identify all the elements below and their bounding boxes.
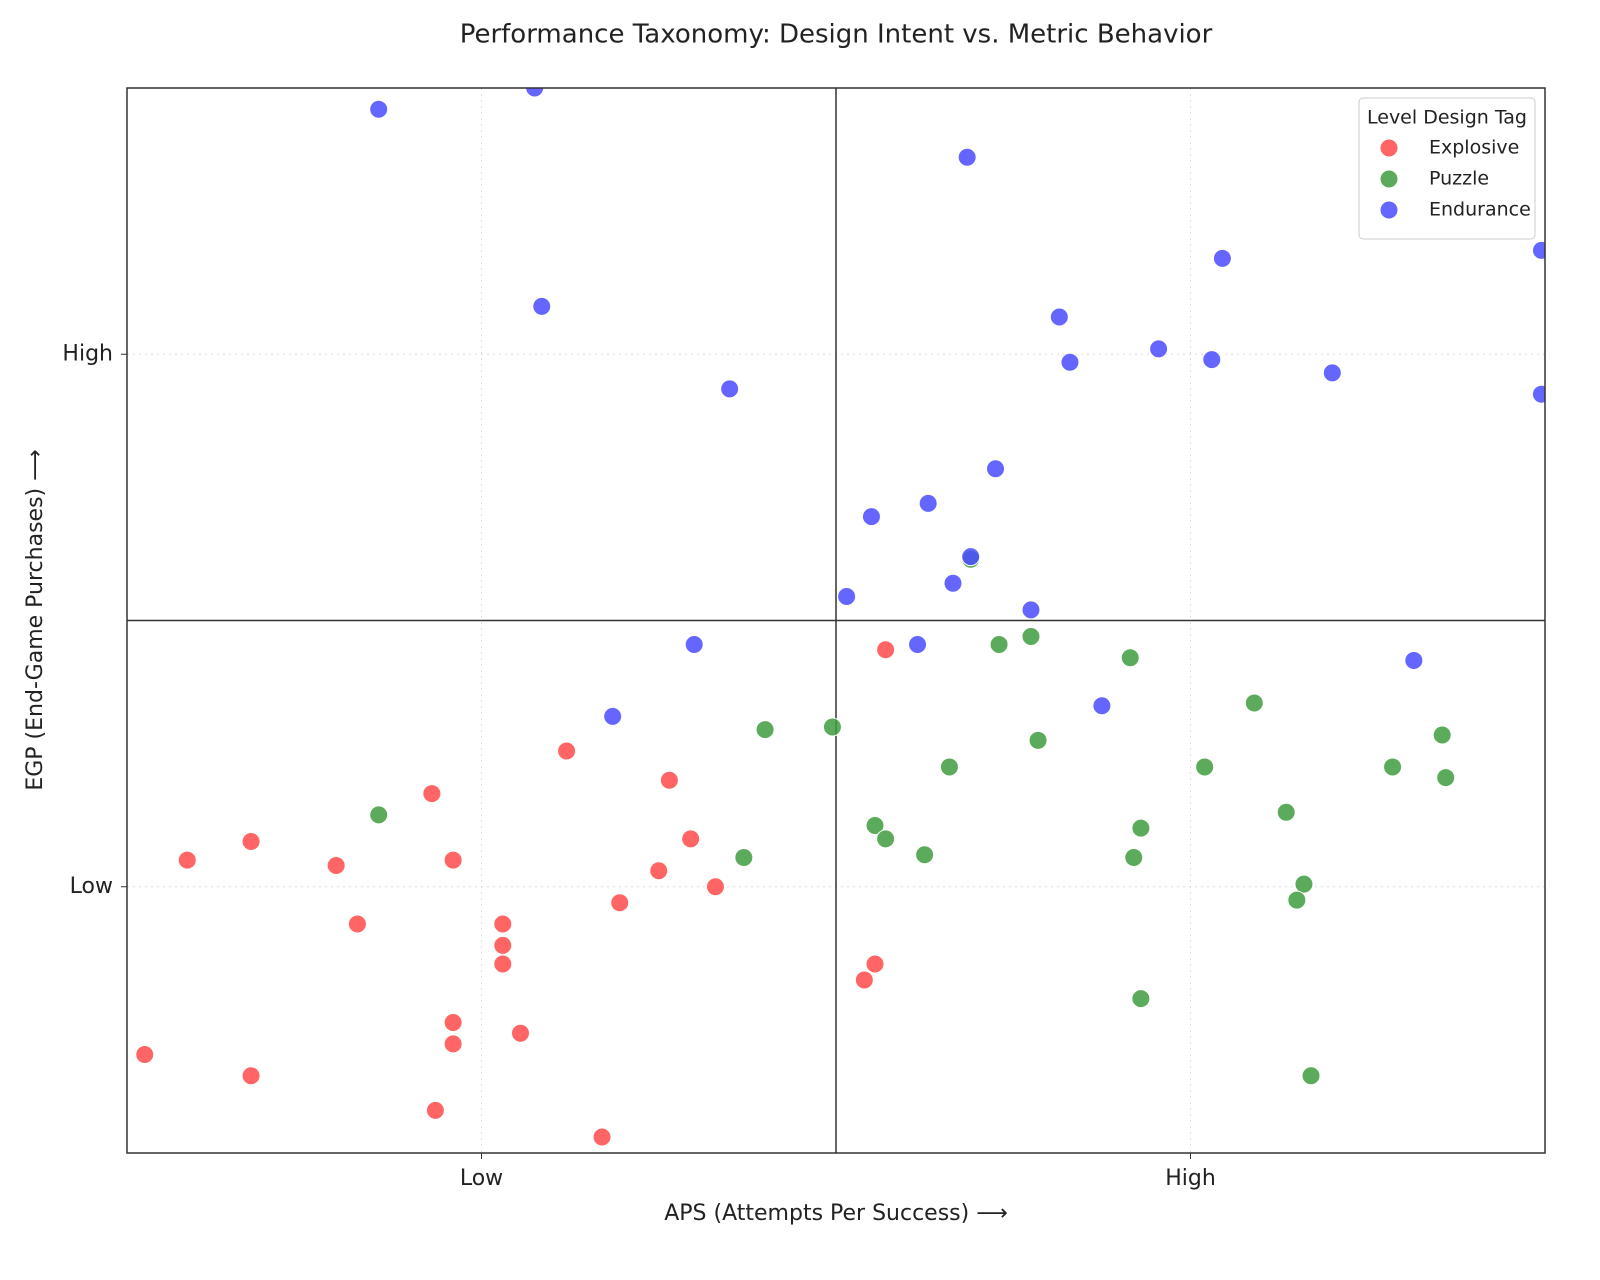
point xyxy=(822,717,842,737)
y-tick-label: Low xyxy=(70,874,113,899)
point xyxy=(1294,874,1314,894)
point xyxy=(876,829,896,849)
point xyxy=(443,1013,463,1033)
point xyxy=(369,99,389,119)
y-axis-label: EGP (End-Game Purchases) ⟶ xyxy=(23,449,48,790)
chart-title: Performance Taxonomy: Design Intent vs. … xyxy=(460,20,1213,50)
point xyxy=(876,640,896,660)
legend-label: Endurance xyxy=(1429,199,1531,221)
point xyxy=(1049,307,1069,327)
point xyxy=(241,1066,261,1086)
y-tick-label: High xyxy=(62,341,113,366)
legend-marker xyxy=(1379,169,1399,189)
point xyxy=(610,893,630,913)
point xyxy=(943,573,963,593)
point xyxy=(135,1044,155,1064)
plot-frame xyxy=(126,87,1546,1154)
point xyxy=(865,816,885,836)
point xyxy=(918,493,938,513)
legend-box xyxy=(1358,97,1536,240)
point xyxy=(1124,847,1144,867)
point xyxy=(425,1100,445,1120)
point xyxy=(1120,648,1140,668)
point xyxy=(493,935,513,955)
point xyxy=(1301,1066,1321,1086)
point xyxy=(1021,600,1041,620)
legend: Level Design Tag Explosive Puzzle Endurance xyxy=(1358,97,1536,240)
point xyxy=(177,850,197,870)
point xyxy=(720,379,740,399)
point xyxy=(961,547,981,567)
point xyxy=(1131,818,1151,838)
point xyxy=(659,770,679,790)
x-tick-label: High xyxy=(1165,1166,1216,1191)
point xyxy=(1092,696,1112,716)
point xyxy=(1212,248,1232,268)
point xyxy=(1432,725,1452,745)
point xyxy=(493,954,513,974)
point xyxy=(1404,650,1424,670)
points xyxy=(135,88,1545,1147)
point xyxy=(1149,339,1169,359)
point xyxy=(1060,352,1080,372)
point xyxy=(1531,384,1545,404)
point xyxy=(1021,626,1041,646)
point xyxy=(861,507,881,527)
point xyxy=(1195,757,1215,777)
point xyxy=(1131,989,1151,1009)
point xyxy=(649,861,669,881)
point xyxy=(705,877,725,897)
point xyxy=(684,634,704,654)
point xyxy=(557,741,577,761)
point xyxy=(755,720,775,740)
point xyxy=(443,850,463,870)
point xyxy=(369,805,389,825)
point xyxy=(1276,802,1296,822)
point xyxy=(681,829,701,849)
point xyxy=(989,634,1009,654)
point xyxy=(592,1127,612,1147)
x-axis-label: APS (Attempts Per Success) ⟶ xyxy=(664,1201,1008,1226)
point xyxy=(1383,757,1403,777)
point xyxy=(854,970,874,990)
point xyxy=(603,706,623,726)
point xyxy=(532,296,552,316)
point xyxy=(326,855,346,875)
legend-label: Explosive xyxy=(1429,137,1519,159)
point xyxy=(1531,240,1545,260)
legend-marker xyxy=(1379,200,1399,220)
point xyxy=(1028,730,1048,750)
legend-label: Puzzle xyxy=(1429,168,1489,190)
point xyxy=(443,1034,463,1054)
point xyxy=(1244,693,1264,713)
point xyxy=(510,1023,530,1043)
point xyxy=(939,757,959,777)
point xyxy=(347,914,367,934)
legend-marker xyxy=(1379,138,1399,158)
point xyxy=(422,784,442,804)
point xyxy=(865,954,885,974)
point xyxy=(1202,350,1222,370)
legend-title: Level Design Tag xyxy=(1367,107,1527,129)
point xyxy=(915,845,935,865)
point xyxy=(525,88,545,98)
point xyxy=(957,147,977,167)
point xyxy=(986,459,1006,479)
point xyxy=(1322,363,1342,383)
point xyxy=(837,587,857,607)
x-tick-label: Low xyxy=(460,1166,503,1191)
point xyxy=(1436,768,1456,788)
point xyxy=(734,847,754,867)
point xyxy=(493,914,513,934)
grid xyxy=(121,88,1545,1159)
point xyxy=(241,831,261,851)
point xyxy=(908,634,928,654)
point xyxy=(1287,890,1307,910)
